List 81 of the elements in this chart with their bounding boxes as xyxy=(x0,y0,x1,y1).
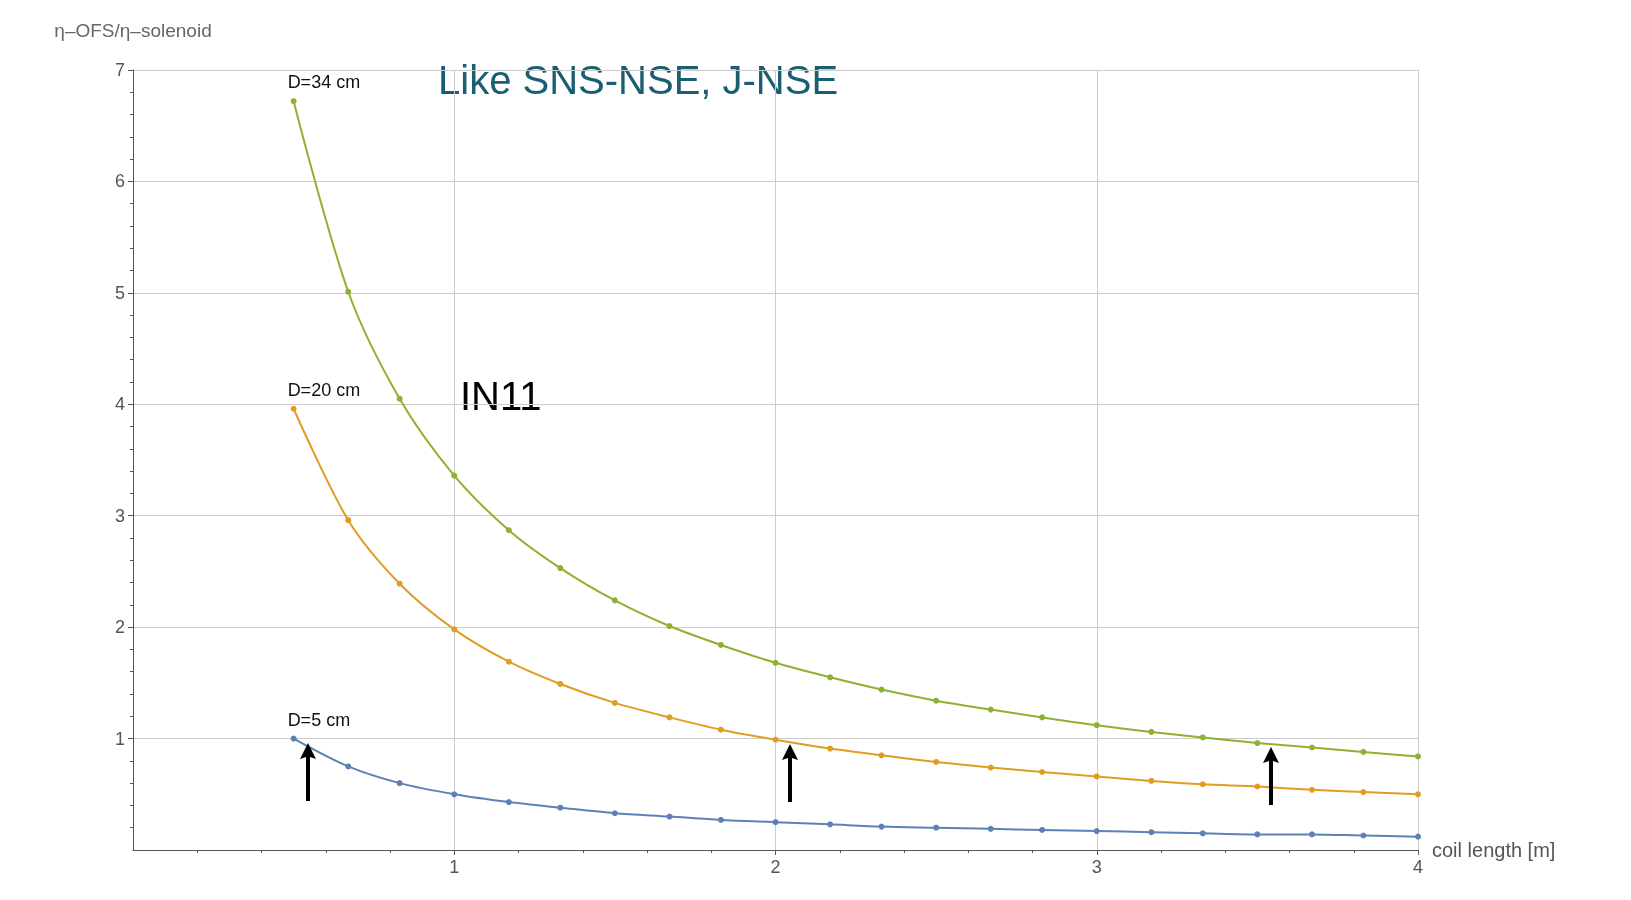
point xyxy=(878,686,885,693)
point xyxy=(345,288,352,295)
point xyxy=(1254,740,1261,747)
point xyxy=(345,517,352,524)
x-tick-label: 2 xyxy=(770,857,781,877)
point xyxy=(878,752,885,759)
y-tick-label: 5 xyxy=(114,282,125,303)
x-tick-label: 4 xyxy=(1412,857,1424,877)
point xyxy=(557,680,564,687)
point xyxy=(557,804,564,811)
y-tick-label: 4 xyxy=(114,394,125,415)
point xyxy=(717,816,724,823)
annotation: Like SNS-NSE, J-NSE xyxy=(438,58,839,102)
point xyxy=(611,810,618,817)
point xyxy=(396,395,403,402)
y-tick-label: 2 xyxy=(114,617,125,638)
point xyxy=(933,824,940,831)
y-tick-label: 1 xyxy=(114,728,125,749)
x-axis-title: coil length [m] xyxy=(1432,839,1556,861)
point xyxy=(933,758,940,765)
point xyxy=(505,799,512,806)
point xyxy=(666,623,673,630)
point xyxy=(987,706,994,713)
point xyxy=(772,659,779,666)
point xyxy=(611,597,618,604)
point xyxy=(1199,830,1206,837)
point xyxy=(505,527,512,534)
point xyxy=(1360,832,1367,839)
point xyxy=(1199,781,1206,788)
point xyxy=(1360,748,1367,755)
point xyxy=(1039,714,1046,721)
point xyxy=(290,98,297,105)
point xyxy=(827,674,834,681)
point xyxy=(933,697,940,704)
point xyxy=(1093,828,1100,835)
point xyxy=(1039,769,1046,775)
point xyxy=(611,699,618,706)
point xyxy=(396,780,403,787)
point xyxy=(290,405,297,412)
point xyxy=(1148,728,1155,735)
y-tick-label: 3 xyxy=(114,505,125,526)
point xyxy=(1039,826,1046,833)
point xyxy=(1148,777,1155,784)
point xyxy=(1308,831,1315,838)
series-label: D=5 cm xyxy=(287,709,351,730)
point xyxy=(1415,753,1421,760)
point xyxy=(987,825,994,832)
point xyxy=(878,823,885,830)
point xyxy=(772,819,779,826)
point xyxy=(717,726,724,733)
point xyxy=(1360,789,1367,796)
point xyxy=(1308,744,1315,751)
point xyxy=(1148,829,1155,836)
y-tick-label: 6 xyxy=(114,171,125,192)
y-tick-label: 7 xyxy=(114,60,125,80)
point xyxy=(345,763,352,770)
point xyxy=(1254,783,1261,790)
point xyxy=(717,641,724,648)
point xyxy=(451,626,458,633)
series-label: D=20 cm xyxy=(287,379,361,400)
point xyxy=(505,658,512,665)
point xyxy=(1093,773,1100,780)
point xyxy=(1254,831,1261,838)
y-axis-title: η–OFS/η–solenoid xyxy=(54,20,212,41)
point xyxy=(557,565,564,572)
point xyxy=(827,745,834,752)
point xyxy=(1093,722,1100,729)
point xyxy=(827,821,834,828)
point xyxy=(451,791,458,798)
annotation: IN11 xyxy=(460,374,542,418)
point xyxy=(396,580,403,587)
point xyxy=(1415,791,1421,798)
point xyxy=(1308,786,1315,793)
x-tick-label: 1 xyxy=(449,857,460,877)
point xyxy=(451,472,458,479)
x-tick-label: 3 xyxy=(1091,857,1102,877)
series-label: D=34 cm xyxy=(287,72,361,93)
point xyxy=(1199,734,1206,741)
point xyxy=(666,813,673,820)
point xyxy=(290,735,297,742)
point xyxy=(1415,833,1421,840)
